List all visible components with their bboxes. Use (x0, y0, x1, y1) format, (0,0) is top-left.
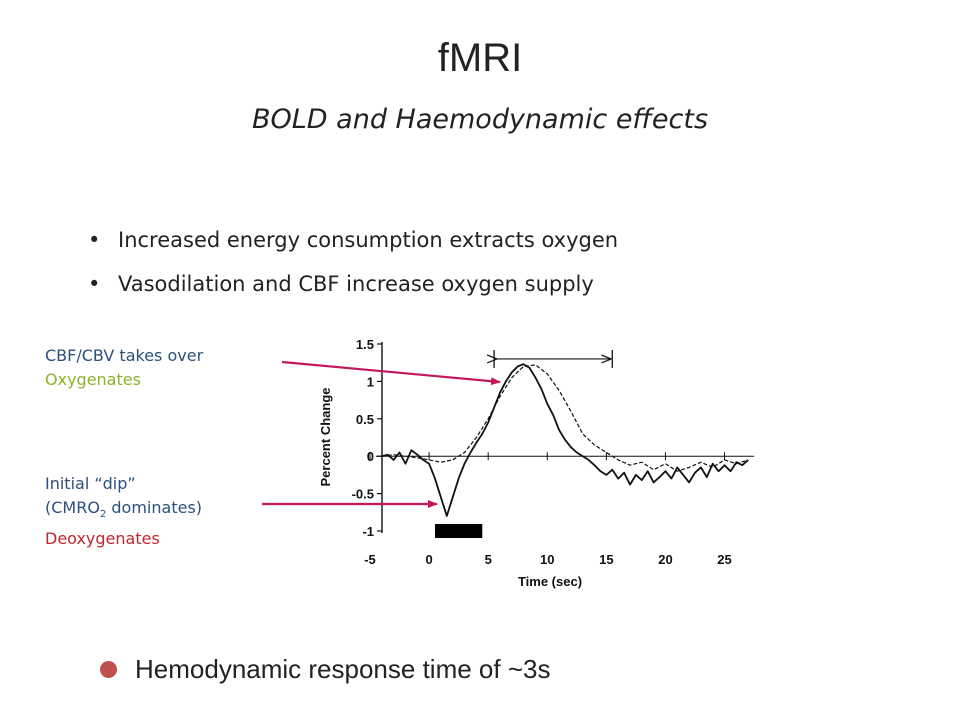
annotation-text: Initial “dip” (45, 474, 136, 493)
y-tick-label: 0.5 (356, 412, 374, 427)
x-tick-label: 10 (540, 552, 554, 567)
annotation-text: CBF/CBV takes over (45, 346, 204, 365)
annotation-text-part: (CMRO (45, 498, 100, 517)
bullet-item: • Vasodilation and CBF increase oxygen s… (88, 262, 618, 306)
x-tick-label: 20 (658, 552, 672, 567)
y-tick-label: -1 (362, 524, 374, 539)
bottom-point-text: Hemodynamic response time of ~3s (135, 654, 551, 684)
x-tick-label: 25 (717, 552, 731, 567)
bullet-dot-icon (100, 660, 117, 678)
bottom-point: Hemodynamic response time of ~3s (100, 654, 550, 685)
bullet-text: Vasodilation and CBF increase oxygen sup… (118, 272, 594, 296)
annotation-text: Oxygenates (45, 370, 141, 389)
annotation-text: (CMRO2 dominates) (45, 496, 202, 527)
bullet-item: • Increased energy consumption extracts … (88, 218, 618, 262)
bullet-list: • Increased energy consumption extracts … (88, 218, 618, 306)
slide-title: fMRI (437, 36, 523, 80)
x-tick-label: -5 (364, 552, 376, 567)
x-tick-label: 5 (485, 552, 492, 567)
x-axis-label: Time (sec) (518, 574, 582, 589)
annotation-initial-dip: Initial “dip” (CMRO2 dominates) Deoxygen… (45, 472, 202, 551)
y-tick-label: -0.5 (352, 487, 374, 502)
bullet-text: Increased energy consumption extracts ox… (118, 228, 619, 252)
pointer-arrow-oxygenates (281, 360, 501, 386)
annotation-oxygenates: CBF/CBV takes over Oxygenates (45, 344, 203, 392)
bullet-dot-icon: • (88, 272, 101, 296)
annotation-text: Deoxygenates (45, 529, 160, 549)
y-tick-label: 1 (367, 374, 374, 389)
stimulus-block-bar (435, 524, 483, 538)
x-tick-label: 15 (599, 552, 613, 567)
series-line-solid (381, 363, 749, 517)
x-tick-label: 0 (425, 552, 432, 567)
bullet-dot-icon: • (88, 228, 101, 252)
series-line-dashed (381, 364, 749, 472)
slide-subtitle: BOLD and Haemodynamic effects (251, 104, 709, 135)
annotation-text-part: dominates) (106, 498, 203, 517)
annotation-subscript: 2 (99, 509, 107, 521)
y-tick-label: 1.5 (356, 337, 374, 352)
y-axis-label: Percent Change (318, 388, 333, 487)
